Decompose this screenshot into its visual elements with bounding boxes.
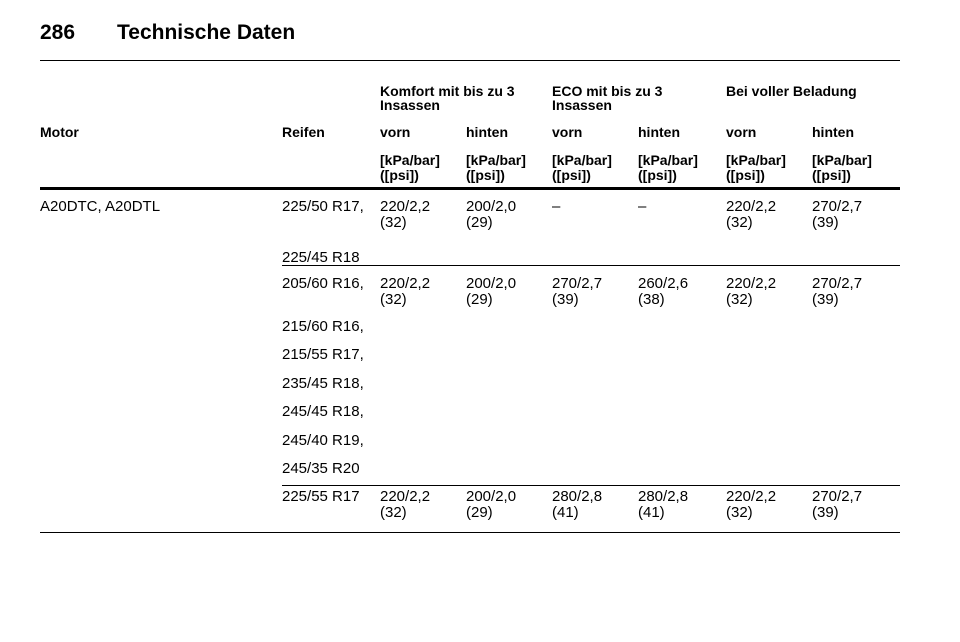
column-header: vorn xyxy=(726,124,757,140)
row-rule xyxy=(282,485,900,486)
pressure: (39) xyxy=(812,504,839,521)
group-header: Insassen xyxy=(552,97,612,113)
tyre: 225/55 R17 xyxy=(282,488,360,505)
unit-header: [kPa/bar] xyxy=(638,152,698,168)
tyre: 225/50 R17, xyxy=(282,198,364,215)
pressure: – xyxy=(552,198,561,215)
group-header: Bei voller Beladung xyxy=(726,83,857,99)
row-rule xyxy=(40,532,900,533)
pressure: 270/2,7 xyxy=(812,275,863,292)
unit-header: [kPa/bar] xyxy=(466,152,526,168)
unit-header: ([psi]) xyxy=(466,167,505,183)
unit-header: [kPa/bar] xyxy=(552,152,612,168)
pressure: 270/2,7 xyxy=(812,198,863,215)
tyre: 245/40 R19, xyxy=(282,432,364,449)
unit-header: ([psi]) xyxy=(726,167,765,183)
tyre: 215/60 R16, xyxy=(282,318,364,335)
unit-header: ([psi]) xyxy=(812,167,851,183)
column-header: hinten xyxy=(466,124,508,140)
pressure: – xyxy=(638,198,647,215)
tyre: 225/45 R18 xyxy=(282,249,360,266)
pressure: (39) xyxy=(812,214,839,231)
pressure: 220/2,2 xyxy=(726,275,777,292)
group-header: Komfort mit bis zu 3 xyxy=(380,83,515,99)
unit-header: [kPa/bar] xyxy=(726,152,786,168)
pressure: 200/2,0 xyxy=(466,488,517,505)
pressure: (32) xyxy=(726,291,753,308)
column-header: Reifen xyxy=(282,124,325,140)
column-header: Motor xyxy=(40,124,79,140)
unit-header: [kPa/bar] xyxy=(380,152,440,168)
group-header: Insassen xyxy=(380,97,440,113)
pressure: 220/2,2 xyxy=(726,198,777,215)
page-title: Technische Daten xyxy=(117,21,296,44)
pressure: 200/2,0 xyxy=(466,275,517,292)
tyre: 245/45 R18, xyxy=(282,403,364,420)
pressure: (39) xyxy=(812,291,839,308)
pressure: (32) xyxy=(726,214,753,231)
column-header: hinten xyxy=(812,124,854,140)
pressure: (39) xyxy=(552,291,579,308)
top-rule xyxy=(40,60,900,61)
column-header: vorn xyxy=(552,124,583,140)
pressure: 220/2,2 xyxy=(380,198,431,215)
pressure: 270/2,7 xyxy=(812,488,863,505)
pressure: 260/2,6 xyxy=(638,275,689,292)
page-number: 286 xyxy=(40,21,76,44)
pressure: 220/2,2 xyxy=(380,488,431,505)
tyre: 235/45 R18, xyxy=(282,375,364,392)
pressure: (32) xyxy=(380,214,407,231)
unit-header: [kPa/bar] xyxy=(812,152,872,168)
pressure: 200/2,0 xyxy=(466,198,517,215)
header-rule xyxy=(40,187,900,190)
pressure: (38) xyxy=(638,291,665,308)
unit-header: ([psi]) xyxy=(380,167,419,183)
pressure: (41) xyxy=(638,504,665,521)
tyre: 245/35 R20 xyxy=(282,460,360,477)
pressure: (29) xyxy=(466,504,493,521)
column-header: vorn xyxy=(380,124,411,140)
pressure: (32) xyxy=(380,291,407,308)
column-header: hinten xyxy=(638,124,680,140)
pressure: 280/2,8 xyxy=(552,488,603,505)
tyre: 205/60 R16, xyxy=(282,275,364,292)
pressure: 220/2,2 xyxy=(380,275,431,292)
unit-header: ([psi]) xyxy=(552,167,591,183)
pressure: 270/2,7 xyxy=(552,275,603,292)
pressure: 220/2,2 xyxy=(726,488,777,505)
unit-header: ([psi]) xyxy=(638,167,677,183)
pressure: (41) xyxy=(552,504,579,521)
tyre: 215/55 R17, xyxy=(282,346,364,363)
pressure: (29) xyxy=(466,291,493,308)
pressure: 280/2,8 xyxy=(638,488,689,505)
row-rule xyxy=(282,265,900,266)
group-header: ECO mit bis zu 3 xyxy=(552,83,663,99)
pressure: (32) xyxy=(726,504,753,521)
pressure: (29) xyxy=(466,214,493,231)
motor: A20DTC, A20DTL xyxy=(40,198,161,215)
pressure: (32) xyxy=(380,504,407,521)
